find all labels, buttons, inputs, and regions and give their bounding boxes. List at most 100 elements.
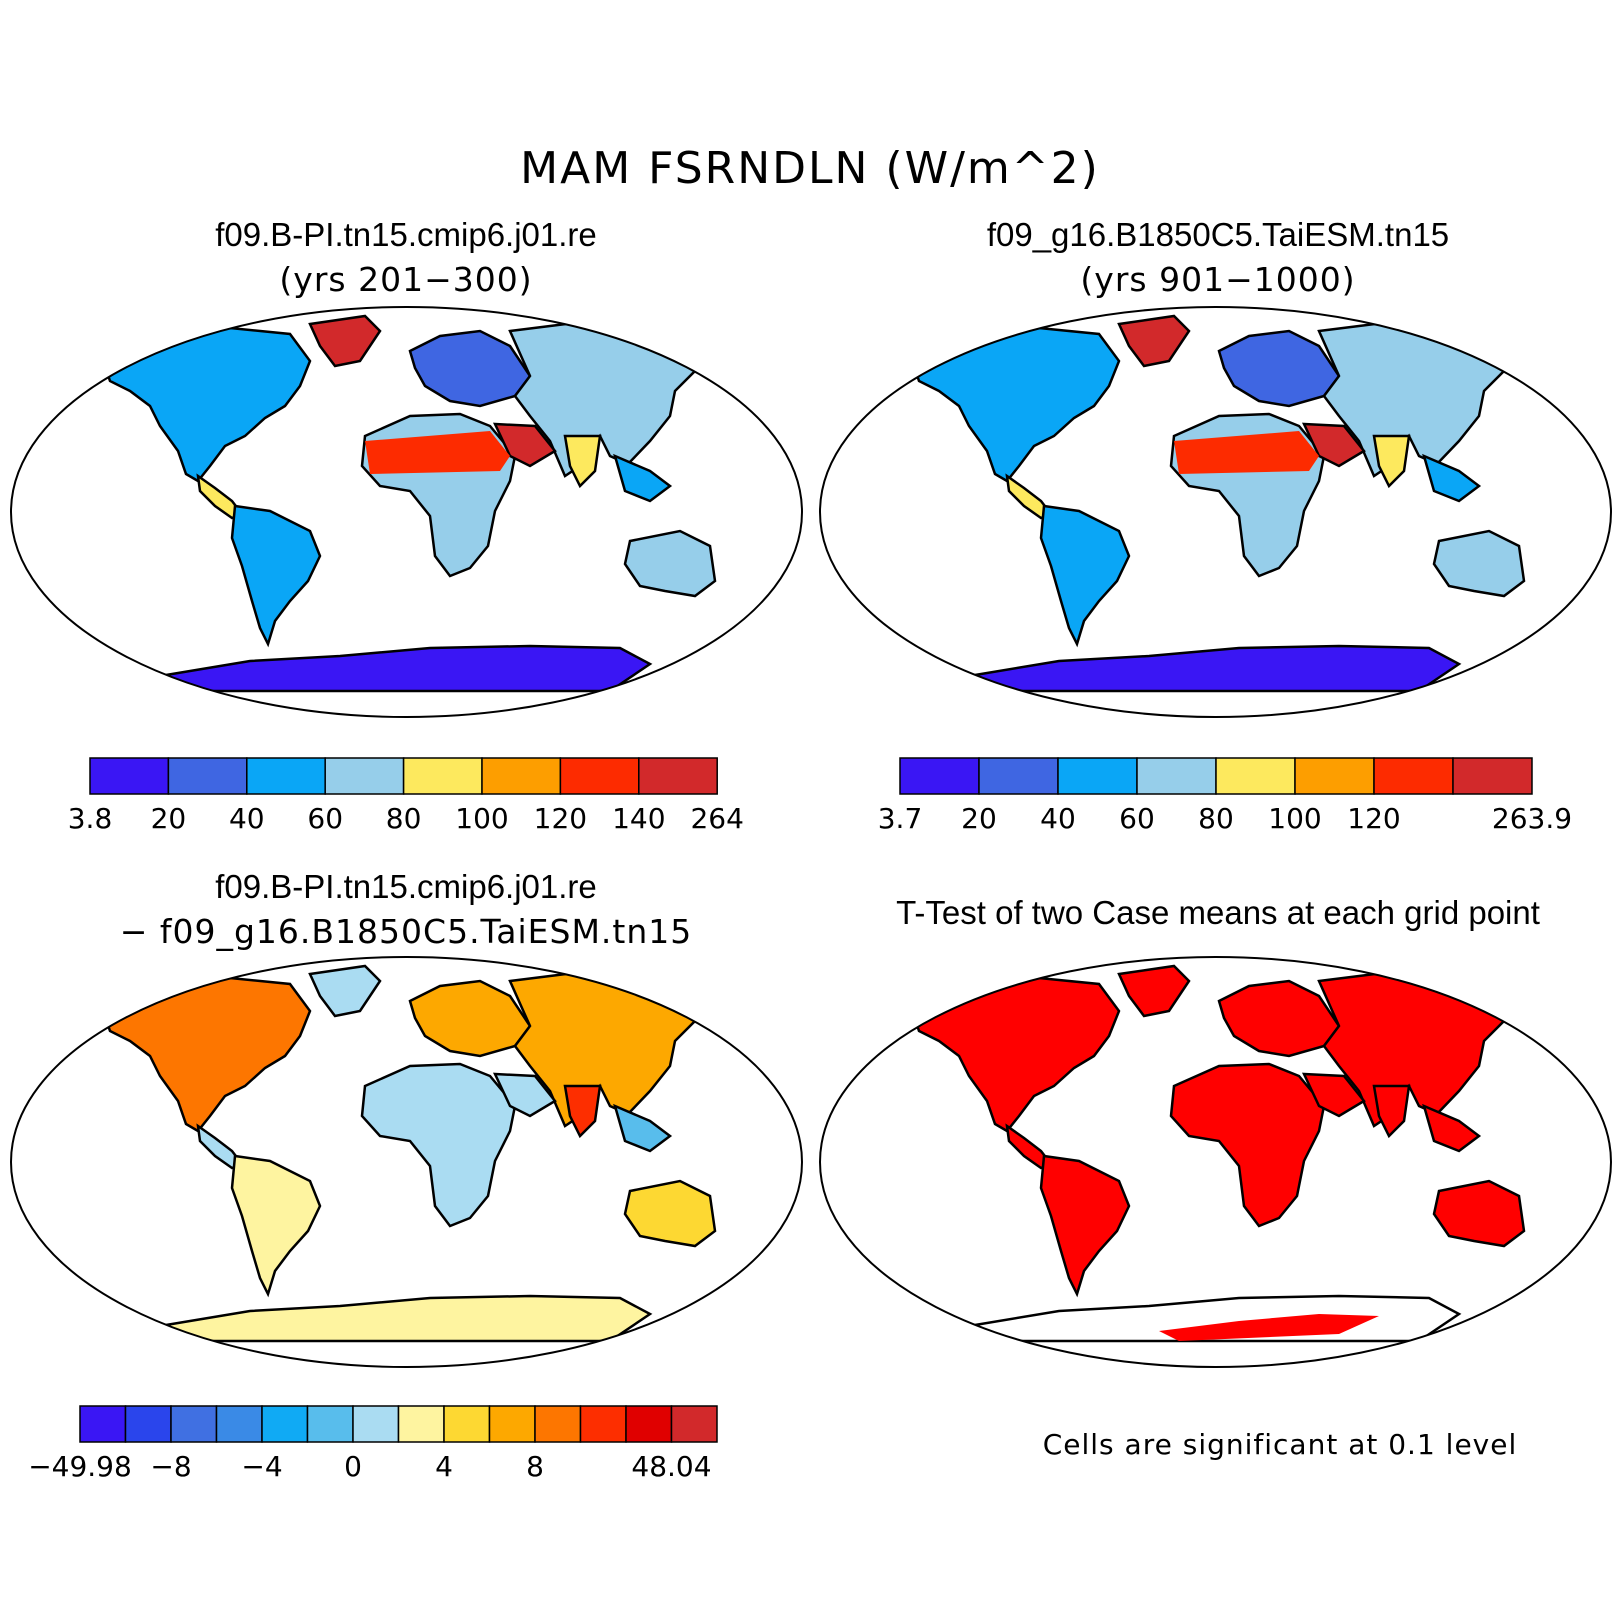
map-border [10,956,803,1368]
colorbar-tick-label: 264 [690,802,743,835]
colorbar-box [246,757,326,795]
colorbar-box [170,1405,218,1443]
colorbar-box [397,1405,445,1443]
colorbar-box [443,1405,491,1443]
colorbar-tick-label: 60 [1119,802,1155,835]
landmass-india [563,434,602,489]
colorbar-box [1215,757,1296,795]
colorbar-tick-label: −8 [150,1450,191,1483]
landmass-seAsia [1422,453,1482,503]
landmass-india [563,1084,602,1139]
colorbar-box [167,757,248,795]
antarctic-significant [1159,1314,1379,1341]
colorbar-case2: 3.7 20 40 60 80 100 120 263.9 [878,757,1572,835]
landmass-africa [360,1062,517,1228]
colorbar-box [534,1405,582,1443]
landmass-antarctica [159,1294,653,1343]
colorbar-tick-label: 20 [961,802,997,835]
colorbar-tick-label: 3.8 [68,802,113,835]
map-case1 [10,306,803,718]
map-border [819,956,1612,1368]
colorbar-box [638,757,718,795]
map-ttest [819,956,1612,1368]
colorbar-box [324,757,405,795]
landmass-seAsia [613,1103,673,1153]
colorbar-tick-label: 40 [229,802,265,835]
landmass-seAsia [1422,1103,1482,1153]
landmass-india [1372,434,1411,489]
colorbar-box [559,757,640,795]
panel4-title: T-Test of two Case means at each grid po… [896,894,1540,931]
landmass-arabia [1301,1072,1366,1118]
landmass-southAmerica [1039,1154,1131,1298]
colorbar-box [625,1405,673,1443]
colorbar-tick-label: 100 [455,802,508,835]
landmass-northAmerica [103,976,312,1133]
landmass-seAsia [613,453,673,503]
landmass-australia [1432,1179,1526,1248]
colorbar-box [978,757,1059,795]
sahara-band [365,431,510,474]
colorbar-box [481,757,562,795]
panel2-title: f09_g16.B1850C5.TaiESM.tn15 [986,216,1450,253]
colorbar-tick-label: 100 [1268,802,1321,835]
colorbar-tick-label: 263.9 [1492,802,1572,835]
colorbar-box [124,1405,172,1443]
colorbar-tick-label: 40 [1040,802,1076,835]
sahara-band [1174,431,1319,474]
colorbar-case1: 3.8 20 40 60 80 100 120 140 264 [68,757,744,835]
colorbar-tick-label: 60 [307,802,343,835]
landmass-australia [1432,529,1526,598]
landmass-southAmerica [1039,504,1131,648]
colorbar-box [670,1405,718,1443]
colorbar-tick-label: 140 [612,802,665,835]
colorbar-box [1136,757,1217,795]
landmass-greenland [308,314,382,368]
map-case2 [819,306,1612,718]
landmass-india [1372,1084,1411,1139]
colorbar-box [306,1405,354,1443]
landmass-antarctica [159,644,653,693]
colorbar-tick-label: −4 [241,1450,282,1483]
landmass-northAmerica [912,976,1121,1133]
colorbar-box [1452,757,1533,795]
landmass-australia [623,529,717,598]
map-border [10,306,803,718]
landmass-northAmerica [912,326,1121,483]
colorbar-tick-label: 3.7 [878,802,923,835]
colorbar-tick-label: 120 [534,802,587,835]
figure-title: MAM FSRNDLN (W/m^2) [520,143,1100,194]
landmass-arabia [1301,422,1366,468]
colorbar-box [402,757,483,795]
landmass-arabia [492,1072,557,1118]
panel2-subtitle: (yrs 901−1000) [1080,260,1356,299]
colorbar-tick-label: 80 [386,802,422,835]
panel1-title: f09.B-PI.tn15.cmip6.j01.re [215,216,597,253]
colorbar-box [1294,757,1375,795]
colorbar-tick-label: 120 [1347,802,1400,835]
landmass-southAmerica [230,1154,322,1298]
colorbar-box [488,1405,536,1443]
map-difference [10,956,803,1368]
landmass-africa [1169,1062,1326,1228]
colorbar-tick-label: 8 [526,1450,544,1483]
landmass-arabia [492,422,557,468]
colorbar-box [1373,757,1454,795]
landmass-greenland [1117,314,1191,368]
landmass-australia [623,1179,717,1248]
significance-note: Cells are significant at 0.1 level [1042,1428,1518,1461]
colorbar-tick-label: 20 [151,802,187,835]
colorbar-tick-label: 80 [1198,802,1234,835]
panel3-title: f09.B-PI.tn15.cmip6.j01.re [215,868,597,905]
colorbar-box [261,1405,309,1443]
colorbar-box [215,1405,263,1443]
colorbar-difference: −49.98 −8 −4 0 4 8 48.04 [28,1405,718,1483]
landmass-northAmerica [103,326,312,483]
colorbar-tick-label: 48.04 [631,1450,711,1483]
map-border [819,306,1612,718]
panel1-subtitle: (yrs 201−300) [279,260,533,299]
landmass-antarctica [968,644,1462,693]
colorbar-box [352,1405,400,1443]
colorbar-tick-label: −49.98 [28,1450,132,1483]
panel3-subtitle: − f09_g16.B1850C5.TaiESM.tn15 [119,912,693,951]
